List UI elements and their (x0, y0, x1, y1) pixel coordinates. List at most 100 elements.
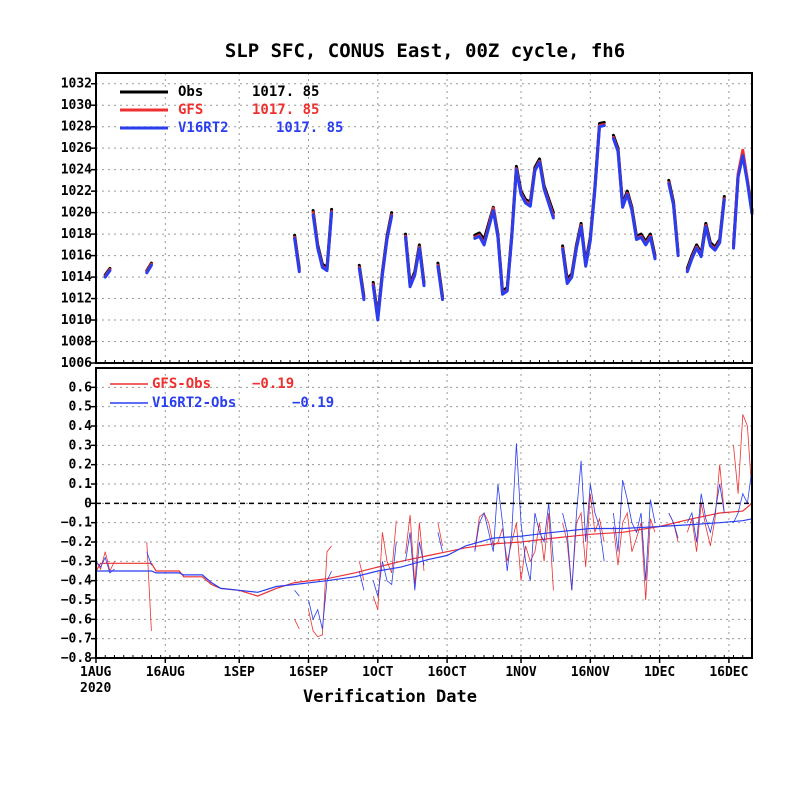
series-line-segment (732, 154, 754, 250)
legend-label: V16RT2 (178, 120, 229, 136)
cumulative-mean-line (95, 502, 753, 597)
daily-diff-segment (95, 556, 115, 574)
series-line-segment (311, 211, 334, 273)
y-tick-label: 1026 (61, 141, 92, 156)
daily-diff-segment (372, 520, 397, 610)
bottom-panel-grid (96, 368, 752, 658)
x-tick-label: 16OCT (428, 665, 467, 680)
series-line-segment (293, 236, 301, 274)
y-tick-label: −0.4 (61, 574, 92, 589)
daily-diff-segment (308, 545, 332, 638)
y-tick-label: 1018 (61, 227, 92, 242)
series-v16rt2-obs (95, 443, 753, 630)
x-tick-label: 1DEC (644, 665, 675, 680)
x-axis-title: Verification Date (303, 687, 477, 707)
daily-diff-segment (686, 464, 725, 552)
daily-diff-segment (668, 512, 679, 539)
daily-diff-segment (358, 570, 365, 591)
legend-label: GFS-Obs (152, 376, 211, 392)
x-tick-label: 1NOV (505, 665, 536, 680)
x-tick-label: 16AUG (146, 665, 185, 680)
daily-diff-segment (733, 414, 753, 494)
y-tick-label: 0.3 (69, 438, 92, 453)
legend-item-gfs-obs: GFS-Obs −0.19 (110, 376, 294, 392)
top-panel-series (103, 120, 754, 322)
x-tick-label: 16DEC (709, 665, 748, 680)
daily-diff-segment (372, 541, 397, 597)
series-line-segment (436, 264, 444, 302)
top-legend: Obs 1017. 85 GFS 1017. 85 V16RT2 1017. 8… (120, 84, 343, 136)
y-tick-label: 0.5 (69, 400, 92, 415)
y-tick-label: −0.6 (61, 612, 92, 627)
top-panel-y-axis: 1006 1008 1010 1012 1014 1016 1018 1020 1022 1024… (61, 77, 96, 371)
series-gfs-obs (95, 414, 753, 638)
series-line-segment (371, 214, 394, 322)
legend-label: V16RT2-Obs (152, 395, 236, 411)
y-tick-label: 0.6 (69, 380, 93, 395)
y-tick-label: 1008 (61, 335, 92, 350)
series-line-segment (667, 182, 680, 258)
x-tick-label: 16NOV (571, 665, 610, 680)
daily-diff-segment (146, 541, 152, 631)
y-tick-label: −0.7 (61, 632, 92, 647)
y-tick-label: 0.1 (69, 477, 93, 492)
daily-diff-segment (146, 551, 152, 566)
daily-diff-segment (686, 483, 725, 543)
legend-stats: 1017. 85 (252, 84, 319, 100)
daily-diff-segment (437, 522, 443, 546)
daily-diff-segment (474, 512, 554, 591)
y-tick-label: −0.1 (61, 516, 92, 531)
series-line-segment (685, 198, 726, 274)
series-line-segment (103, 269, 112, 279)
bottom-panel-y-axis: −0.8 −0.7 −0.6 −0.5 −0.4 −0.3 −0.2 −0.1 0 0.1 0.2 0… (61, 380, 96, 666)
y-tick-label: 1006 (61, 356, 92, 371)
top-panel-frame (95, 72, 753, 364)
y-tick-label: 1022 (61, 184, 92, 199)
y-tick-label: 1032 (61, 77, 92, 92)
x-tick-label: 16SEP (289, 665, 328, 680)
y-tick-label: −0.5 (61, 593, 92, 608)
y-tick-label: 0.4 (69, 419, 93, 434)
y-tick-label: 1010 (61, 313, 92, 328)
y-tick-label: 1030 (61, 98, 92, 113)
x-tick-label: 1SEP (224, 665, 255, 680)
y-tick-label: 1012 (61, 292, 92, 307)
legend-stats: 1017. 85 (276, 120, 343, 136)
y-tick-label: −0.8 (61, 651, 92, 666)
y-tick-label: 0.2 (69, 458, 92, 473)
x-axis-year-label: 2020 (80, 681, 111, 696)
x-tick-label: 1OCT (362, 665, 393, 680)
y-tick-label: 0 (84, 496, 92, 511)
y-tick-label: 1020 (61, 206, 92, 221)
cumulative-mean-line (96, 518, 753, 593)
daily-diff-segment (405, 532, 425, 591)
legend-item-v16rt2-obs: V16RT2-Obs −0.19 (110, 395, 334, 411)
chart-title: SLP SFC, CONUS East, 00Z cycle, fh6 (225, 40, 625, 62)
daily-diff-segment (733, 468, 753, 523)
y-tick-label: 1028 (61, 120, 92, 135)
legend-item-gfs: GFS 1017. 85 (120, 102, 319, 118)
x-tick-label: 1AUG (80, 665, 111, 680)
daily-diff-segment (562, 460, 605, 591)
y-tick-label: 1024 (61, 163, 92, 178)
daily-diff-segment (405, 514, 425, 585)
series-v16rt2 (103, 124, 754, 322)
legend-label: GFS (178, 102, 203, 118)
legend-stats: −0.19 (252, 376, 294, 392)
series-line-segment (561, 124, 606, 285)
legend-stats: −0.19 (292, 395, 334, 411)
legend-item-v16rt2: V16RT2 1017. 85 (120, 120, 343, 136)
series-line-segment (404, 235, 426, 289)
series-line-segment (357, 267, 366, 302)
x-axis: 1AUG 16AUG 1SEP 16SEP 1OCT 16OCT 1NOV 16NOV 1DEC… (80, 360, 753, 680)
daily-diff-segment (294, 619, 300, 630)
bottom-legend: GFS-Obs −0.19 V16RT2-Obs −0.19 (110, 376, 334, 411)
legend-stats: 1017. 85 (252, 102, 319, 118)
daily-diff-segment (437, 532, 443, 552)
series-line-segment (473, 160, 555, 296)
bottom-panel-series (95, 414, 753, 638)
daily-diff-segment (308, 570, 332, 630)
legend-label: Obs (178, 84, 203, 100)
